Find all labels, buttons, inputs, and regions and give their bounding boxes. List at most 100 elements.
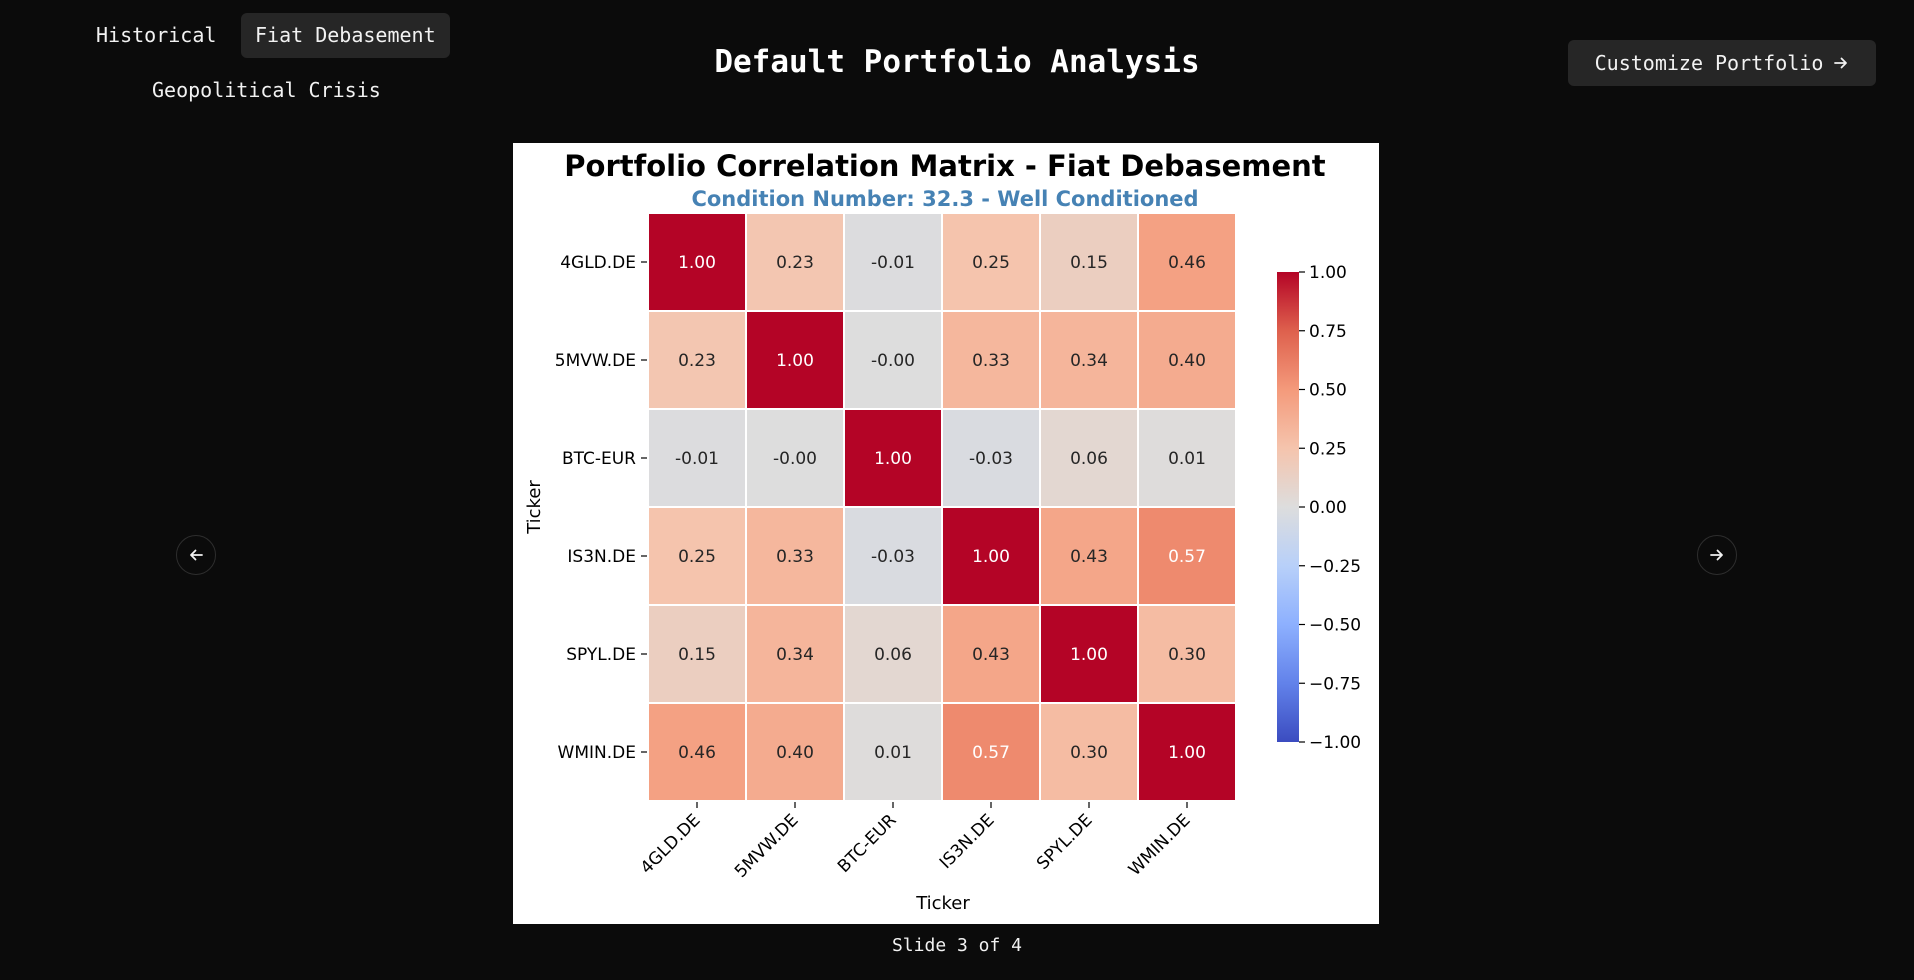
heatmap-cell-value: 0.40 xyxy=(1168,351,1206,371)
y-tick-label: 5MVW.DE xyxy=(555,351,636,371)
heatmap-cell-value: 0.01 xyxy=(874,743,912,763)
heatmap-cell xyxy=(745,506,845,606)
tab-geopolitical-crisis[interactable]: Geopolitical Crisis xyxy=(152,78,381,102)
chart-subtitle: Condition Number: 32.3 - Well Conditione… xyxy=(691,187,1198,211)
heatmap-cell xyxy=(1039,702,1139,802)
y-tick-label: BTC-EUR xyxy=(562,449,636,469)
next-slide-button[interactable] xyxy=(1697,535,1737,575)
heatmap-cell xyxy=(1137,506,1237,606)
heatmap-cell-value: 0.46 xyxy=(1168,253,1206,273)
heatmap-cell-value: 0.15 xyxy=(678,645,716,665)
page-title: Default Portfolio Analysis xyxy=(714,44,1200,80)
heatmap-cell-value: -0.03 xyxy=(871,547,915,567)
previous-slide-button[interactable] xyxy=(176,535,216,575)
x-tick-label: BTC-EUR xyxy=(834,810,901,877)
colorbar-tick-label: 1.00 xyxy=(1309,263,1347,283)
heatmap-cell-value: 0.23 xyxy=(678,351,716,371)
heatmap-cell-value: -0.00 xyxy=(871,351,915,371)
heatmap-cell xyxy=(1137,408,1237,508)
colorbar-tick-label: −0.75 xyxy=(1309,674,1361,694)
colorbar-tick-label: −1.00 xyxy=(1309,733,1361,753)
tab-historical[interactable]: Historical xyxy=(96,23,217,47)
heatmap-cell-value: 0.30 xyxy=(1070,743,1108,763)
y-tick-label: WMIN.DE xyxy=(558,743,636,763)
heatmap-cell-value: 0.34 xyxy=(776,645,814,665)
heatmap-cell xyxy=(1039,506,1139,606)
tab-fiat-debasement[interactable]: Fiat Debasement xyxy=(241,13,450,58)
colorbar-tick-label: 0.25 xyxy=(1309,439,1347,459)
colorbar xyxy=(1277,272,1299,742)
heatmap-cell-value: -0.03 xyxy=(969,449,1013,469)
heatmap-cell-value: 0.25 xyxy=(972,253,1010,273)
heatmap-cell-value: 1.00 xyxy=(874,449,912,469)
heatmap-cell xyxy=(647,212,747,312)
chart-title: Portfolio Correlation Matrix - Fiat Deba… xyxy=(564,149,1326,183)
heatmap-cell-value: -0.01 xyxy=(675,449,719,469)
heatmap-cell xyxy=(843,212,943,312)
heatmap-cell xyxy=(745,408,845,508)
heatmap-cell xyxy=(1137,604,1237,704)
heatmap-cell-value: -0.00 xyxy=(773,449,817,469)
heatmap-cell xyxy=(843,506,943,606)
heatmap-cell-value: 1.00 xyxy=(1070,645,1108,665)
x-axis-label: Ticker xyxy=(915,893,970,914)
heatmap-cell-value: 0.46 xyxy=(678,743,716,763)
heatmap-cell-value: 0.40 xyxy=(776,743,814,763)
heatmap-cell-value: 0.43 xyxy=(972,645,1010,665)
heatmap-cell-value: 0.57 xyxy=(1168,547,1206,567)
heatmap-cell-value: 0.15 xyxy=(1070,253,1108,273)
heatmap-cell xyxy=(843,408,943,508)
arrow-right-icon xyxy=(1834,57,1848,69)
heatmap-cell-value: 0.34 xyxy=(1070,351,1108,371)
heatmap-cell-value: 0.06 xyxy=(1070,449,1108,469)
heatmap-cell-value: 0.01 xyxy=(1168,449,1206,469)
heatmap-cell xyxy=(843,604,943,704)
heatmap-cell xyxy=(1137,702,1237,802)
colorbar-tick-label: 0.50 xyxy=(1309,381,1347,401)
heatmap-cell xyxy=(647,506,747,606)
x-tick-label: SPYL.DE xyxy=(1033,810,1096,873)
colorbar-tick-label: 0.75 xyxy=(1309,322,1347,342)
customize-portfolio-label: Customize Portfolio xyxy=(1594,51,1824,75)
arrow-right-icon xyxy=(1710,549,1723,561)
y-tick-label: SPYL.DE xyxy=(566,645,636,665)
heatmap-cell-value: 0.57 xyxy=(972,743,1010,763)
slide-indicator: Slide 3 of 4 xyxy=(891,935,1023,956)
heatmap-cell xyxy=(843,310,943,410)
heatmap-cell xyxy=(745,310,845,410)
heatmap-cell-value: -0.01 xyxy=(871,253,915,273)
correlation-matrix-figure: Portfolio Correlation Matrix - Fiat Deba… xyxy=(513,143,1379,924)
y-tick-label: IS3N.DE xyxy=(567,547,636,567)
heatmap-cell-value: 0.25 xyxy=(678,547,716,567)
x-tick-label: 4GLD.DE xyxy=(637,810,705,878)
heatmap-cell-value: 1.00 xyxy=(678,253,716,273)
heatmap-cell-value: 0.06 xyxy=(874,645,912,665)
arrow-left-icon xyxy=(190,549,203,561)
heatmap-cell-value: 0.30 xyxy=(1168,645,1206,665)
heatmap-cell-value: 0.23 xyxy=(776,253,814,273)
x-tick-label: IS3N.DE xyxy=(936,810,999,873)
heatmap-cell-value: 0.33 xyxy=(776,547,814,567)
correlation-heatmap-chart: Portfolio Correlation Matrix - Fiat Deba… xyxy=(524,149,1361,914)
colorbar-tick-label: −0.25 xyxy=(1309,557,1361,577)
colorbar-tick-label: 0.00 xyxy=(1309,498,1347,518)
heatmap-cell-value: 1.00 xyxy=(776,351,814,371)
heatmap-cell xyxy=(647,408,747,508)
y-axis-label: Ticker xyxy=(524,480,545,535)
y-tick-label: 4GLD.DE xyxy=(560,253,636,273)
x-tick-label: 5MVW.DE xyxy=(731,810,803,882)
heatmap-cell-value: 1.00 xyxy=(972,547,1010,567)
heatmap-cell xyxy=(745,702,845,802)
heatmap-cell xyxy=(1039,408,1139,508)
heatmap-cell-value: 1.00 xyxy=(1168,743,1206,763)
heatmap-cell xyxy=(941,212,1041,312)
customize-portfolio-button[interactable]: Customize Portfolio xyxy=(1568,40,1876,86)
x-tick-label: WMIN.DE xyxy=(1125,810,1195,880)
colorbar-tick-label: −0.50 xyxy=(1309,616,1361,636)
heatmap-cell xyxy=(1039,310,1139,410)
heatmap-cell-value: 0.43 xyxy=(1070,547,1108,567)
heatmap-cell-value: 0.33 xyxy=(972,351,1010,371)
heatmap-cell xyxy=(1137,310,1237,410)
heatmap-cell xyxy=(941,604,1041,704)
heatmap-cell xyxy=(843,702,943,802)
